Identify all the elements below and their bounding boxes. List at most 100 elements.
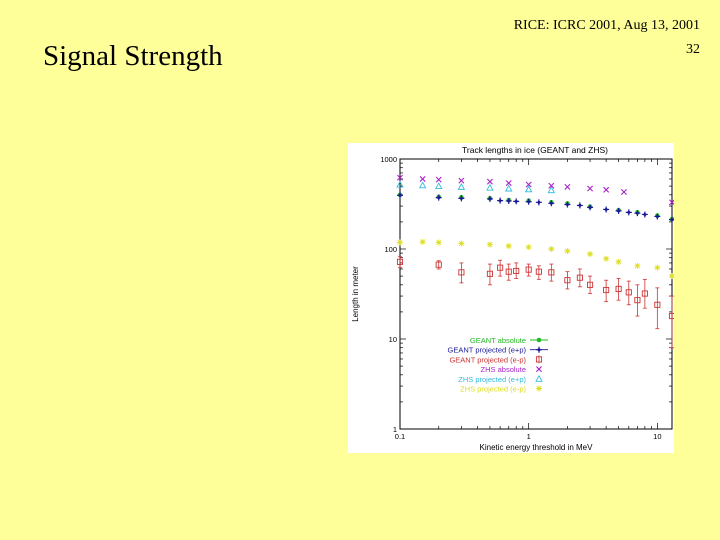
data-point: [397, 239, 403, 246]
data-point: [505, 242, 512, 249]
series-geant-projected-e-p-: [397, 192, 674, 223]
data-point: [486, 178, 493, 185]
legend-marker: [536, 346, 542, 353]
data-point: [576, 202, 583, 209]
data-point: [497, 197, 504, 204]
data-point: [548, 269, 555, 276]
data-point: [486, 241, 493, 248]
data-point: [548, 246, 555, 252]
data-point: [435, 194, 442, 201]
legend-marker: [535, 374, 543, 382]
y-tick-label: 100: [384, 245, 397, 254]
data-point: [497, 264, 504, 271]
data-point: [615, 258, 622, 265]
legend-marker: [536, 366, 542, 373]
data-point: [397, 174, 403, 181]
data-point: [419, 238, 426, 245]
conference-label: RICE: ICRC 2001, Aug 13, 2001: [513, 18, 700, 33]
x-tick-label: 1: [527, 432, 531, 441]
data-point: [668, 312, 674, 320]
data-point: [603, 206, 610, 213]
legend-label: ZHS projected (e+p): [458, 375, 526, 384]
data-point: [587, 204, 594, 211]
x-axis-label: Kinetic energy threshold in MeV: [480, 443, 594, 452]
data-point: [525, 198, 532, 205]
chart-title: Track lengths in ice (GEANT and ZHS): [462, 145, 608, 155]
data-point: [587, 281, 594, 288]
data-point: [564, 183, 571, 190]
data-point: [603, 186, 610, 193]
legend-marker: [535, 356, 543, 363]
slide-header: RICE: ICRC 2001, Aug 13, 2001 32: [514, 14, 700, 62]
data-point: [587, 185, 594, 192]
data-point: [486, 270, 493, 277]
legend-label: ZHS absolute: [481, 365, 526, 374]
y-tick-label: 10: [389, 335, 397, 344]
data-point: [525, 244, 532, 251]
data-point: [634, 297, 641, 304]
data-point: [486, 183, 494, 191]
x-tick-label: 10: [653, 432, 661, 441]
data-point: [654, 213, 661, 220]
data-point: [564, 277, 571, 284]
chart-figure: Track lengths in ice (GEANT and ZHS) 1 10…: [348, 143, 674, 453]
data-point: [504, 184, 513, 192]
data-point: [615, 285, 622, 292]
data-point: [505, 197, 512, 204]
data-point: [625, 209, 632, 216]
data-point: [654, 301, 661, 308]
data-point: [458, 240, 465, 247]
data-point: [641, 290, 648, 297]
data-point: [486, 195, 493, 202]
series-zhs-absolute: [397, 174, 674, 206]
data-point: [547, 186, 556, 194]
data-point: [396, 258, 404, 265]
data-point: [669, 199, 674, 206]
data-point: [535, 268, 542, 275]
page-number: 32: [686, 42, 700, 57]
legend-marker: [536, 385, 542, 392]
data-point: [524, 185, 533, 193]
y-tick-label: 1000: [380, 155, 397, 164]
data-point: [396, 180, 404, 188]
legend-label: GEANT projected (e-p): [449, 355, 526, 364]
data-point: [458, 177, 465, 184]
data-point: [641, 211, 648, 218]
legend-marker: [536, 337, 542, 343]
y-axis-label: Length in meter: [351, 266, 360, 322]
series-zhs-projected-e-p-: [397, 238, 674, 280]
data-point: [435, 176, 442, 183]
data-point: [525, 266, 532, 273]
plot-area-frame: [399, 158, 673, 430]
data-point: [458, 195, 465, 202]
data-point: [564, 201, 571, 208]
data-point: [603, 255, 610, 262]
data-point: [397, 192, 403, 199]
legend-label: ZHS projected (e-p): [460, 385, 526, 394]
data-point: [457, 182, 466, 190]
legend-label: GEANT projected (e+p): [448, 346, 527, 355]
data-point: [620, 188, 627, 195]
data-point: [535, 199, 542, 206]
data-point: [669, 273, 674, 280]
data-point: [419, 175, 426, 182]
data-point: [634, 210, 641, 217]
data-point: [525, 181, 532, 188]
y-tick-label: 1: [393, 425, 397, 434]
track-length-chart: Track lengths in ice (GEANT and ZHS) 1 10…: [351, 145, 674, 452]
data-point: [576, 274, 583, 281]
data-point: [669, 216, 674, 223]
data-point: [634, 262, 641, 269]
data-point: [548, 200, 555, 207]
data-point: [548, 182, 555, 189]
data-point: [458, 269, 465, 276]
data-point: [435, 239, 442, 246]
data-point: [615, 207, 622, 214]
data-point: [434, 182, 443, 190]
data-point: [505, 180, 512, 187]
data-point: [513, 267, 520, 275]
data-point: [418, 181, 427, 189]
data-point: [654, 264, 661, 271]
